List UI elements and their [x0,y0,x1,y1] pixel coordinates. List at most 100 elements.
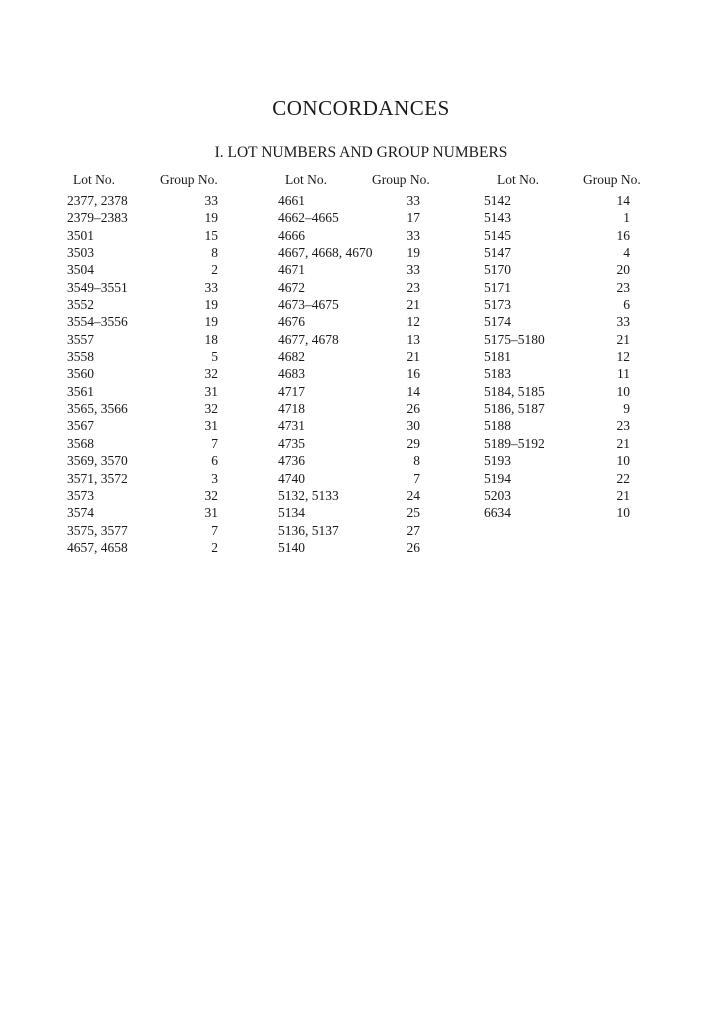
group-number: 19 [204,314,219,330]
group-number: 12 [616,349,631,365]
group-number: 10 [616,505,631,521]
group-number: 8 [413,453,420,469]
group-number: 16 [406,366,421,382]
lot-number: 4736 [278,453,305,469]
lot-number: 3575, 3577 [67,522,128,538]
group-number: 19 [406,245,421,261]
group-number: 29 [406,435,421,451]
lot-number: 5136, 5137 [278,522,339,538]
group-number: 21 [616,435,631,451]
lot-number: 3567 [67,418,94,434]
lot-number: 3560 [67,366,94,382]
lot-number: 4677, 4678 [278,331,339,347]
lot-number: 5181 [484,349,511,365]
lot-number: 5194 [484,470,511,486]
lot-no-header: Lot No. [73,172,115,187]
group-number: 7 [413,470,420,486]
lot-number: 3568 [67,435,94,451]
group-number: 9 [623,401,630,417]
lot-number: 4683 [278,366,305,382]
group-number: 25 [406,505,421,521]
group-number: 24 [406,487,421,503]
group-number: 18 [204,331,219,347]
lot-number: 5143 [484,210,511,226]
lot-number: 3554–3556 [67,314,128,330]
lot-number: 4731 [278,418,305,434]
lot-number: 3501 [67,227,94,243]
lot-number: 4666 [278,227,305,243]
group-number: 22 [616,470,631,486]
lot-number: 4662–4665 [278,210,339,226]
lot-number: 3565, 3566 [67,401,128,417]
group-number: 23 [616,418,631,434]
lot-number: 3571, 3572 [67,470,128,486]
lot-number: 3573 [67,487,94,503]
lot-number: 5193 [484,453,511,469]
group-number: 2 [211,539,218,555]
lot-number: 4676 [278,314,305,330]
group-number: 3 [211,470,218,486]
group-number: 33 [204,279,219,295]
lot-number: 4657, 4658 [67,539,128,555]
group-number: 23 [406,279,421,295]
lot-number: 3561 [67,383,94,399]
group-number: 6 [211,453,218,469]
lot-number: 3503 [67,245,94,261]
group-number: 19 [204,297,219,313]
page-title: CONCORDANCES [272,96,450,120]
group-number: 1 [623,210,630,226]
lot-number: 5186, 5187 [484,401,545,417]
group-number: 7 [211,435,218,451]
group-no-header: Group No. [372,172,430,187]
group-number: 11 [617,366,630,382]
lot-number: 2377, 2378 [67,193,128,208]
group-number: 33 [406,262,421,278]
lot-number: 4671 [278,262,305,278]
group-number: 5 [211,349,218,365]
lot-number: 5132, 5133 [278,487,339,503]
group-number: 32 [204,366,219,382]
lot-number: 4717 [278,383,305,399]
lot-number: 3504 [67,262,94,278]
lot-number: 6634 [484,505,511,521]
lot-no-header: Lot No. [285,172,327,187]
lot-number: 5140 [278,539,305,555]
lot-number: 5174 [484,314,511,330]
group-number: 21 [406,297,421,313]
group-number: 21 [616,487,631,503]
lot-no-header: Lot No. [497,172,539,187]
group-number: 13 [406,331,421,347]
group-number: 31 [204,383,219,399]
lot-number: 5145 [484,227,511,243]
lot-number: 5147 [484,245,511,261]
group-number: 21 [616,331,631,347]
group-number: 32 [204,401,219,417]
group-number: 10 [616,453,631,469]
lot-number: 4740 [278,470,305,486]
lot-number: 5142 [484,193,511,208]
lot-number: 3557 [67,331,94,347]
group-number: 31 [204,505,219,521]
lot-number: 5183 [484,366,511,382]
lot-number: 5170 [484,262,511,278]
group-number: 4 [623,245,630,261]
group-number: 21 [406,349,421,365]
lot-number: 5134 [278,505,305,521]
group-number: 15 [204,227,219,243]
group-number: 14 [616,193,631,208]
group-number: 26 [406,539,421,555]
group-number: 20 [616,262,631,278]
lot-number: 5171 [484,279,511,295]
lot-number: 3574 [67,505,94,521]
group-no-header: Group No. [583,172,641,187]
group-number: 31 [204,418,219,434]
lot-number: 2379–2383 [67,210,128,226]
lot-number: 5175–5180 [484,331,545,347]
group-number: 19 [204,210,219,226]
lot-number: 3558 [67,349,94,365]
group-number: 10 [616,383,631,399]
lot-number: 3549–3551 [67,279,128,295]
group-number: 27 [406,522,421,538]
lot-number: 5203 [484,487,511,503]
lot-number: 5189–5192 [484,435,545,451]
